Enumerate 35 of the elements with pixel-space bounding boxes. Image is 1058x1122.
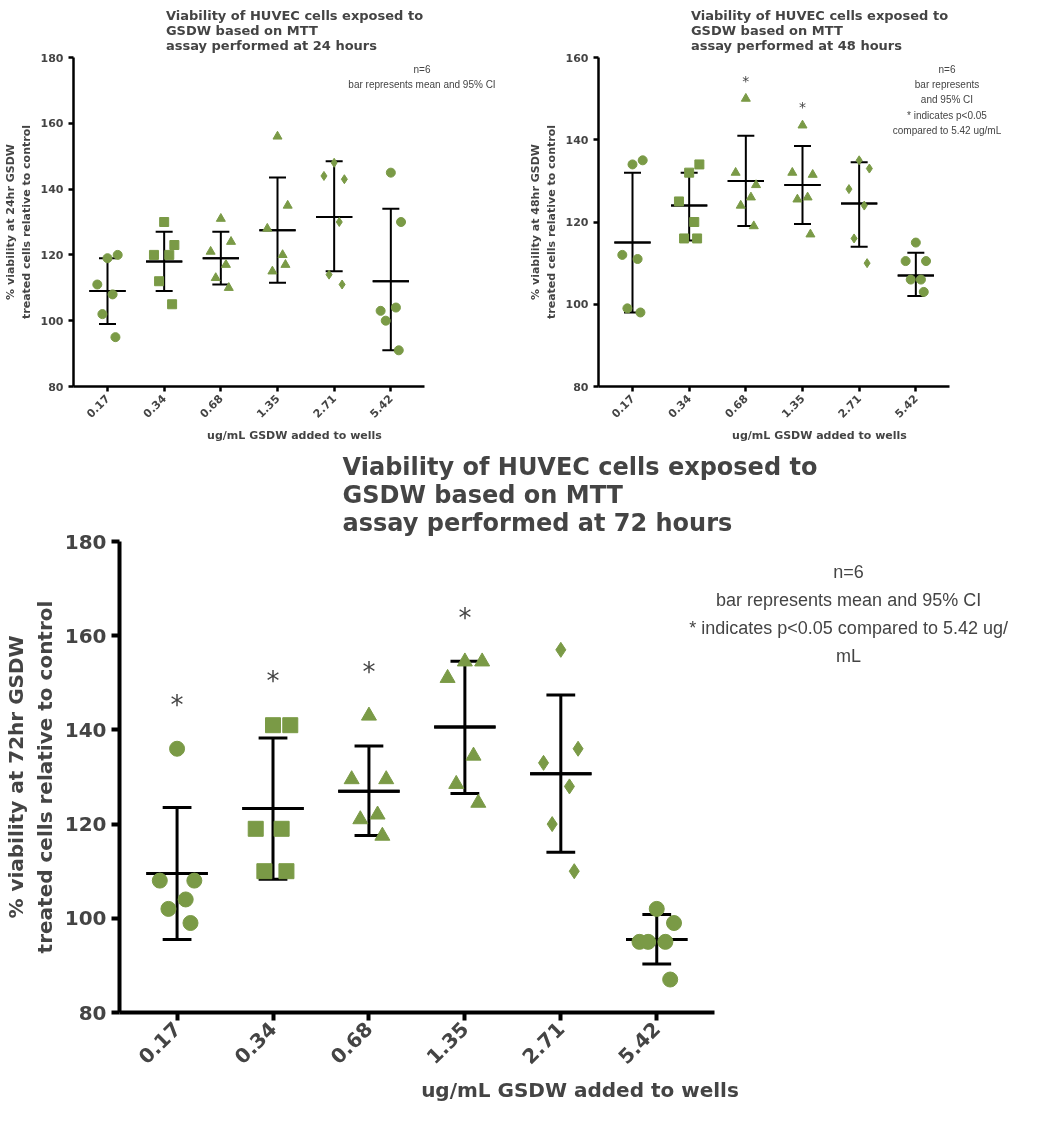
y-tick-label: 80	[78, 1000, 107, 1025]
annotation: *	[458, 602, 472, 633]
y-tick-label: 80	[48, 380, 64, 394]
annotation: n=6 bar represents and 95% CI * indicates p<0.05 compared to 5.42 ug/mL	[892, 63, 1002, 137]
y-axis-title: % viability at 72hr GSDW treated cells relative to control	[3, 600, 57, 954]
y-tick-label: 100	[40, 314, 64, 328]
annotation: *	[362, 656, 376, 687]
annotation: *	[266, 666, 280, 697]
y-tick-label: 160	[40, 117, 64, 131]
y-tick-label: 120	[64, 812, 107, 837]
annotation: *	[742, 72, 750, 89]
y-tick-label: 140	[40, 183, 64, 197]
y-axis-title: % viability at 24hr GSDW treated cells relative to control	[3, 124, 33, 320]
annotation: *	[799, 99, 806, 116]
y-tick-label: 80	[573, 380, 589, 394]
y-tick-label: 180	[64, 529, 107, 554]
y-tick-label: 100	[565, 298, 589, 312]
x-axis-title: ug/mL GSDW added to wells	[207, 429, 383, 443]
annotation: *	[170, 689, 184, 720]
y-axis-title: % viability at 48hr GSDW treated cells relative to control	[528, 124, 558, 320]
chart-title: Viability of HUVEC cells exposed to GSDW based on MTT assay performed at 72 hours	[342, 452, 818, 537]
y-tick-label: 140	[565, 133, 589, 147]
y-tick-label: 120	[40, 248, 64, 262]
y-tick-label: 120	[565, 216, 589, 229]
chart-title: Viability of HUVEC cells exposed to GSDW based on MTT assay performed at 48 hours	[690, 7, 949, 53]
y-tick-label: 160	[64, 623, 107, 648]
y-tick-label: 180	[40, 51, 64, 65]
y-tick-label: 100	[64, 906, 107, 931]
annotation: n=6 bar represents mean and 95% CI * indicates p<0.05 compared to 5.42 ug/ mL	[689, 561, 1008, 666]
y-tick-label: 160	[565, 51, 589, 65]
y-tick-label: 140	[64, 717, 107, 742]
x-axis-title: ug/mL GSDW added to wells	[421, 1078, 739, 1103]
chart-title: Viability of HUVEC cells exposed to GSDW based on MTT assay performed at 24 hours	[165, 7, 424, 53]
x-axis-title: ug/mL GSDW added to wells	[732, 429, 908, 443]
annotation: n=6 bar represents mean and 95% CI	[348, 63, 496, 90]
